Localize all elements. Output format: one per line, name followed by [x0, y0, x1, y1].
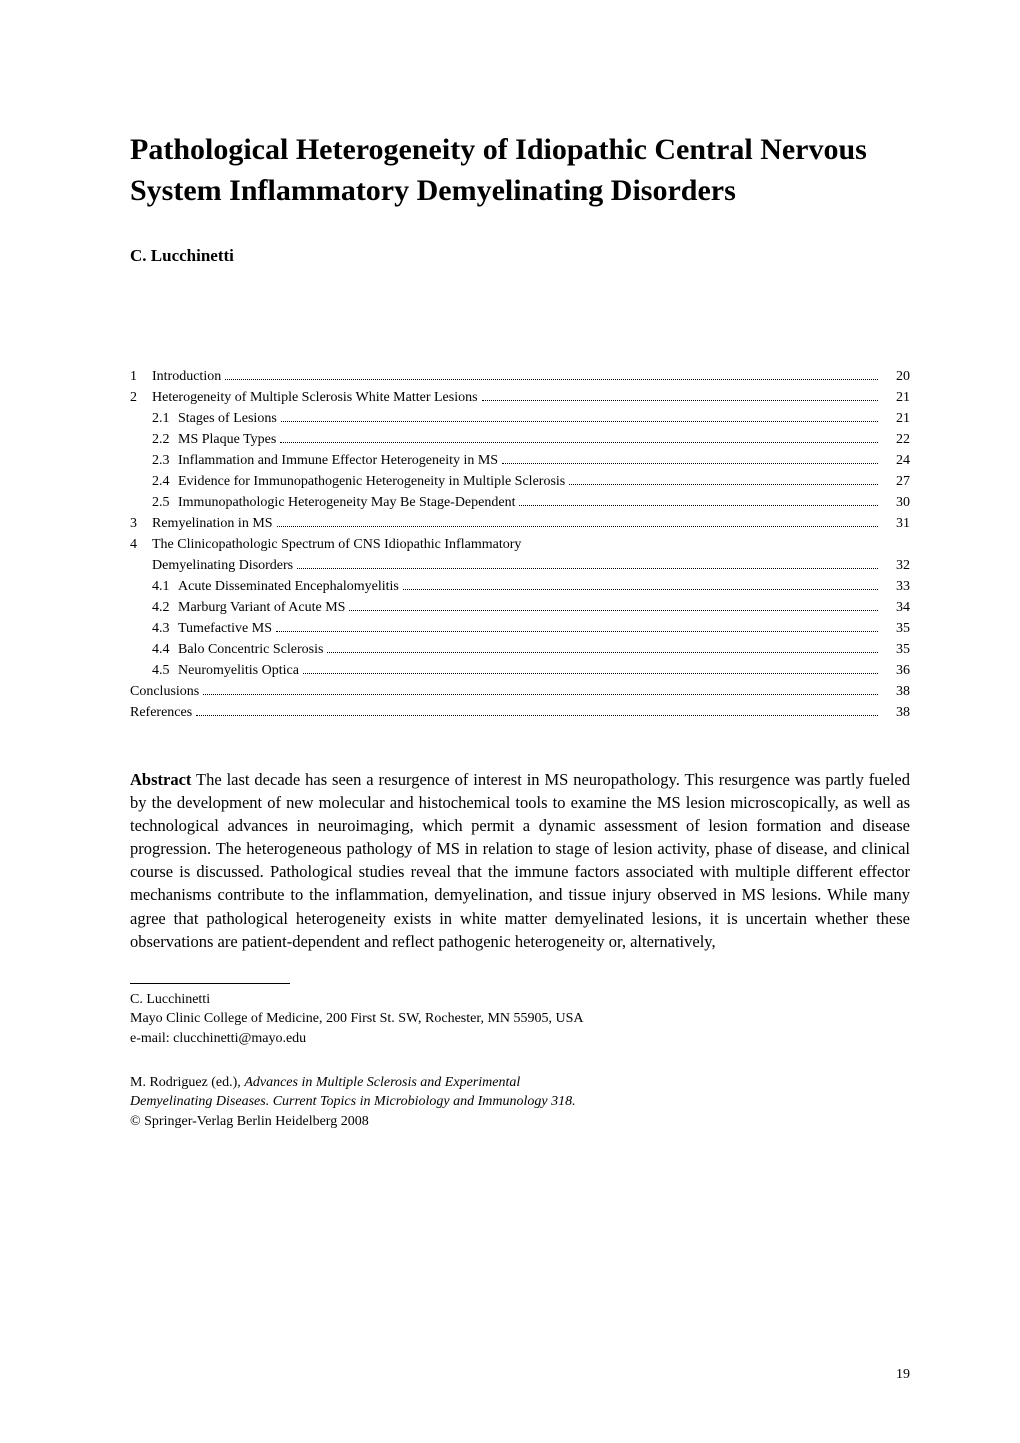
toc-page-number: 34: [882, 597, 910, 618]
toc-row: 4.2Marburg Variant of Acute MS 34: [130, 597, 910, 618]
toc-page-number: 21: [882, 387, 910, 408]
toc-page-number: 38: [882, 702, 910, 723]
toc-leader-dots: [303, 673, 878, 674]
toc-row: 4The Clinicopathologic Spectrum of CNS I…: [130, 534, 910, 555]
toc-section-number: 2: [130, 387, 152, 408]
toc-label: Heterogeneity of Multiple Sclerosis Whit…: [152, 387, 478, 408]
toc-row: 4.4Balo Concentric Sclerosis 35: [130, 639, 910, 660]
abstract-text: The last decade has seen a resurgence of…: [130, 770, 910, 951]
toc-page-number: 32: [882, 555, 910, 576]
toc-row: 2.3Inflammation and Immune Effector Hete…: [130, 450, 910, 471]
toc-leader-dots: [277, 526, 878, 527]
toc-row: References 38: [130, 702, 910, 723]
toc-label: Remyelination in MS: [152, 513, 273, 534]
toc-row: 2Heterogeneity of Multiple Sclerosis Whi…: [130, 387, 910, 408]
toc-leader-dots: [327, 652, 878, 653]
toc-page-number: 30: [882, 492, 910, 513]
toc-label: Acute Disseminated Encephalomyelitis: [178, 576, 399, 597]
toc-leader-dots: [297, 568, 878, 569]
footnote-affiliation: Mayo Clinic College of Medicine, 200 Fir…: [130, 1009, 910, 1029]
toc-row: 2.4Evidence for Immunopathogenic Heterog…: [130, 471, 910, 492]
toc-page-number: 21: [882, 408, 910, 429]
toc-row: 4.3Tumefactive MS 35: [130, 618, 910, 639]
toc-leader-dots: [276, 631, 878, 632]
toc-label: Neuromyelitis Optica: [178, 660, 299, 681]
citation-editor: M. Rodriguez (ed.),: [130, 1075, 244, 1090]
toc-row: 1Introduction 20: [130, 366, 910, 387]
toc-row: Conclusions 38: [130, 681, 910, 702]
toc-subsection-number: 4.5: [130, 660, 178, 681]
toc-leader-dots: [502, 463, 878, 464]
toc-leader-dots: [225, 379, 878, 380]
toc-row: 4.5Neuromyelitis Optica 36: [130, 660, 910, 681]
toc-label: Immunopathologic Heterogeneity May Be St…: [178, 492, 515, 513]
toc-label: Evidence for Immunopathogenic Heterogene…: [178, 471, 565, 492]
toc-page-number: 35: [882, 639, 910, 660]
toc-label: Tumefactive MS: [178, 618, 272, 639]
toc-row: 4.1Acute Disseminated Encephalomyelitis 3…: [130, 576, 910, 597]
toc-label: Balo Concentric Sclerosis: [178, 639, 323, 660]
toc-subsection-number: 2.3: [130, 450, 178, 471]
toc-subsection-number: 4.3: [130, 618, 178, 639]
toc-page-number: 31: [882, 513, 910, 534]
toc-row: 3Remyelination in MS 31: [130, 513, 910, 534]
toc-page-number: 27: [882, 471, 910, 492]
toc-label: Marburg Variant of Acute MS: [178, 597, 345, 618]
footnote-rule: [130, 983, 290, 984]
toc-leader-dots: [403, 589, 878, 590]
toc-page-number: 22: [882, 429, 910, 450]
toc-page-number: 36: [882, 660, 910, 681]
toc-page-number: 20: [882, 366, 910, 387]
toc-subsection-number: 2.1: [130, 408, 178, 429]
toc-leader-dots: [203, 694, 878, 695]
toc-section-number: 1: [130, 366, 152, 387]
toc-row: 2.5Immunopathologic Heterogeneity May Be…: [130, 492, 910, 513]
citation-title: Advances in Multiple Sclerosis and Exper…: [244, 1075, 520, 1090]
toc-row: 2.1Stages of Lesions 21: [130, 408, 910, 429]
toc-label: References: [130, 702, 192, 723]
toc-leader-dots: [281, 421, 878, 422]
toc-leader-dots: [349, 610, 878, 611]
footnote-email: e-mail: clucchinetti@mayo.edu: [130, 1029, 910, 1049]
citation-title-line2: Demyelinating Diseases. Current Topics i…: [130, 1092, 910, 1112]
abstract-label: Abstract: [130, 770, 191, 789]
toc-label: Stages of Lesions: [178, 408, 277, 429]
author-footnote: C. Lucchinetti Mayo Clinic College of Me…: [130, 990, 910, 1049]
toc-subsection-number: 2.5: [130, 492, 178, 513]
toc-page-number: 33: [882, 576, 910, 597]
toc-page-number: 35: [882, 618, 910, 639]
toc-label: The Clinicopathologic Spectrum of CNS Id…: [152, 534, 521, 555]
toc-section-number: 4: [130, 534, 152, 555]
toc-subsection-number: 2.4: [130, 471, 178, 492]
toc-leader-dots: [482, 400, 878, 401]
toc-subsection-number: 2.2: [130, 429, 178, 450]
citation-copyright: © Springer-Verlag Berlin Heidelberg 2008: [130, 1112, 910, 1132]
toc-leader-dots: [569, 484, 878, 485]
toc-leader-dots: [280, 442, 878, 443]
toc-leader-dots: [196, 715, 878, 716]
toc-subsection-number: 4.1: [130, 576, 178, 597]
citation-block: M. Rodriguez (ed.), Advances in Multiple…: [130, 1073, 910, 1132]
toc-section-number: 3: [130, 513, 152, 534]
toc-label: Demyelinating Disorders: [152, 555, 293, 576]
toc-page-number: 38: [882, 681, 910, 702]
chapter-title: Pathological Heterogeneity of Idiopathic…: [130, 130, 910, 211]
toc-label: Introduction: [152, 366, 221, 387]
toc-leader-dots: [519, 505, 878, 506]
toc-label: Conclusions: [130, 681, 199, 702]
toc-subsection-number: 4.4: [130, 639, 178, 660]
toc-row: 2.2MS Plaque Types 22: [130, 429, 910, 450]
toc-row: Demyelinating Disorders 32: [130, 555, 910, 576]
page-number: 19: [896, 1367, 910, 1383]
chapter-author: C. Lucchinetti: [130, 246, 910, 266]
toc-label: Inflammation and Immune Effector Heterog…: [178, 450, 498, 471]
table-of-contents: 1Introduction202Heterogeneity of Multipl…: [130, 366, 910, 723]
toc-subsection-number: 4.2: [130, 597, 178, 618]
abstract-paragraph: Abstract The last decade has seen a resu…: [130, 768, 910, 953]
toc-page-number: 24: [882, 450, 910, 471]
footnote-author: C. Lucchinetti: [130, 990, 910, 1010]
toc-label: MS Plaque Types: [178, 429, 276, 450]
